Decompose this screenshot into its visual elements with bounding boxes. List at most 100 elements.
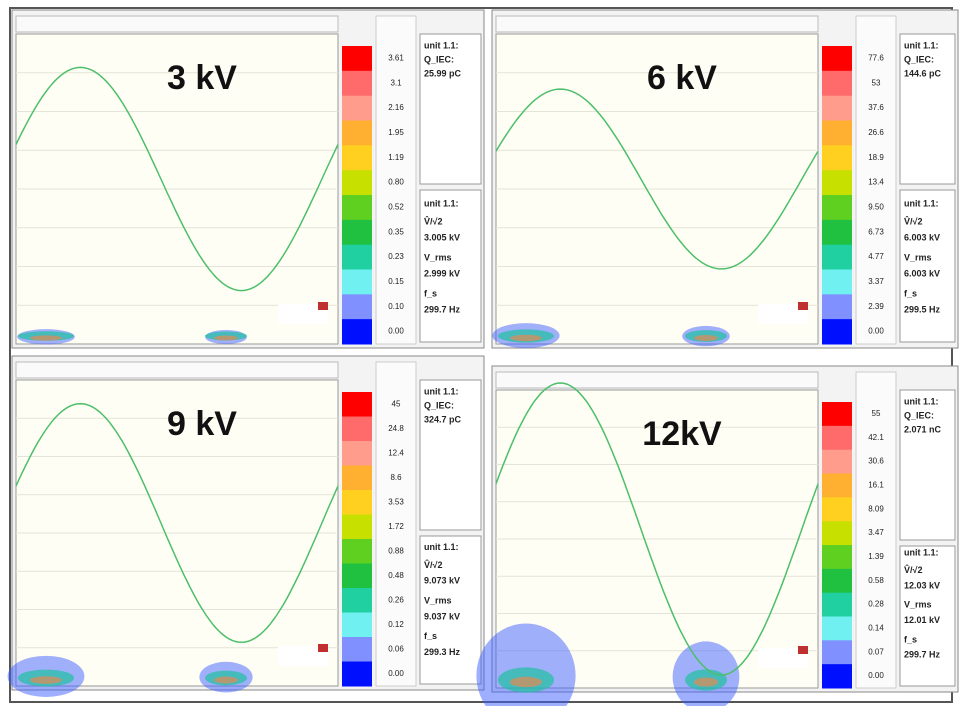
colorbar-segment bbox=[822, 46, 852, 72]
logo-mark bbox=[798, 302, 808, 310]
logo-mark bbox=[318, 644, 328, 652]
scale-label: 16.1 bbox=[868, 481, 884, 490]
voltage-box bbox=[419, 535, 482, 685]
voltage-info: unit 1.1: bbox=[424, 542, 459, 552]
colorbar-segment bbox=[342, 319, 372, 345]
scale-label: 0.80 bbox=[388, 178, 404, 187]
scale-label: 13.4 bbox=[868, 178, 884, 187]
colorbar-segment bbox=[342, 195, 372, 221]
colorbar-segment bbox=[342, 244, 372, 270]
colorbar-segment bbox=[822, 449, 852, 474]
colorbar-segment bbox=[342, 145, 372, 171]
colorbar-segment bbox=[342, 637, 372, 662]
charge-info: Q_IEC: bbox=[424, 54, 454, 64]
pd-cluster bbox=[30, 335, 62, 341]
scale-label: 0.10 bbox=[388, 302, 404, 311]
scale-label: 24.8 bbox=[388, 424, 404, 433]
scale-label: 0.06 bbox=[388, 644, 404, 653]
voltage-info: V_rms bbox=[424, 595, 452, 605]
voltage-info: 2.999 kV bbox=[424, 268, 460, 278]
scale-label: 6.73 bbox=[868, 227, 884, 236]
voltage-info: 9.037 kV bbox=[424, 611, 460, 621]
colorbar-segment bbox=[342, 294, 372, 320]
scale-label: 0.15 bbox=[388, 277, 404, 286]
time-axis bbox=[495, 15, 819, 33]
logo bbox=[758, 648, 808, 668]
colorbar-segment bbox=[822, 319, 852, 345]
colorbar-segment bbox=[342, 95, 372, 121]
scale-label: 30.6 bbox=[868, 457, 884, 466]
charge-info: unit 1.1: bbox=[424, 40, 459, 50]
colorbar-segment bbox=[342, 46, 372, 72]
colorbar-segment bbox=[342, 465, 372, 491]
colorbar-segment bbox=[822, 402, 852, 427]
voltage-info: V̂/√2 bbox=[904, 216, 922, 227]
voltage-info: unit 1.1: bbox=[904, 547, 939, 557]
colorbar-segment bbox=[822, 70, 852, 97]
colorbar-segment bbox=[822, 568, 852, 594]
scale-label: 0.00 bbox=[868, 327, 884, 336]
scale-label: 3.61 bbox=[388, 54, 404, 63]
colorbar-segment bbox=[822, 640, 852, 665]
voltage-info: 6.003 kV bbox=[904, 268, 940, 278]
scale-label: 3.53 bbox=[388, 497, 404, 506]
pd-cluster bbox=[30, 676, 62, 684]
scale-label: 0.14 bbox=[868, 624, 884, 633]
charge-info: unit 1.1: bbox=[904, 40, 939, 50]
scale-label: 3.47 bbox=[868, 528, 884, 537]
scale-label: 0.52 bbox=[388, 203, 404, 212]
colorbar-segment bbox=[342, 269, 372, 295]
sine-wave bbox=[495, 382, 819, 676]
colorbar-segment bbox=[822, 497, 852, 522]
scale-label: 0.00 bbox=[868, 671, 884, 680]
charge-info: 25.99 pC bbox=[424, 68, 462, 78]
scale-label: 9.50 bbox=[868, 203, 884, 212]
time-axis bbox=[495, 371, 819, 389]
charge-box bbox=[419, 33, 482, 185]
scale-label: 42.1 bbox=[868, 433, 884, 442]
scale-label: 1.19 bbox=[388, 153, 404, 162]
scale-label: 2.39 bbox=[868, 302, 884, 311]
scale-label: 1.95 bbox=[388, 128, 404, 137]
charge-info: unit 1.1: bbox=[424, 386, 459, 396]
colorbar-segment bbox=[342, 563, 372, 589]
voltage-info: unit 1.1: bbox=[904, 198, 939, 208]
sine-wave bbox=[15, 66, 339, 292]
colorbar-segment bbox=[342, 612, 372, 638]
scale-label: 0.88 bbox=[388, 546, 404, 555]
pd-cluster bbox=[694, 677, 718, 687]
colorbar-segment bbox=[822, 195, 852, 221]
scale-label: 37.6 bbox=[868, 103, 884, 112]
scale-label: 45 bbox=[392, 399, 401, 408]
scale-label: 3.37 bbox=[868, 277, 884, 286]
panel: 3 kV 3.61 3.1 2.16 1.95 1.19 0.80 0.52 0.35 0.23 0… bbox=[11, 9, 485, 349]
voltage-info: 299.5 Hz bbox=[904, 304, 941, 314]
charge-info: 144.6 pC bbox=[904, 68, 942, 78]
time-axis bbox=[15, 15, 339, 33]
pd-cluster bbox=[694, 335, 718, 341]
voltage-box bbox=[419, 189, 482, 343]
logo bbox=[758, 304, 808, 324]
scale-label: 0.12 bbox=[388, 620, 404, 629]
scale-label: 26.6 bbox=[868, 128, 884, 137]
charge-info: unit 1.1: bbox=[904, 396, 939, 406]
charge-box bbox=[899, 389, 956, 541]
scale-label: 0.35 bbox=[388, 227, 404, 236]
voltage-info: V̂/√2 bbox=[904, 564, 922, 575]
scale-column bbox=[855, 371, 897, 689]
colorbar-segment bbox=[822, 592, 852, 617]
voltage-info: V_rms bbox=[424, 252, 452, 262]
scale-label: 1.39 bbox=[868, 552, 884, 561]
charge-info: 324.7 pC bbox=[424, 414, 462, 424]
colorbar-segment bbox=[342, 588, 372, 613]
voltage-info: f_s bbox=[904, 288, 917, 298]
scale-label: 8.6 bbox=[390, 473, 402, 482]
colorbar-segment bbox=[342, 539, 372, 564]
colorbar-segment bbox=[342, 170, 372, 196]
colorbar-segment bbox=[822, 95, 852, 121]
colorbar-segment bbox=[822, 616, 852, 641]
voltage-info: 299.7 Hz bbox=[904, 650, 941, 660]
logo bbox=[278, 304, 328, 324]
scale-label: 0.00 bbox=[388, 327, 404, 336]
